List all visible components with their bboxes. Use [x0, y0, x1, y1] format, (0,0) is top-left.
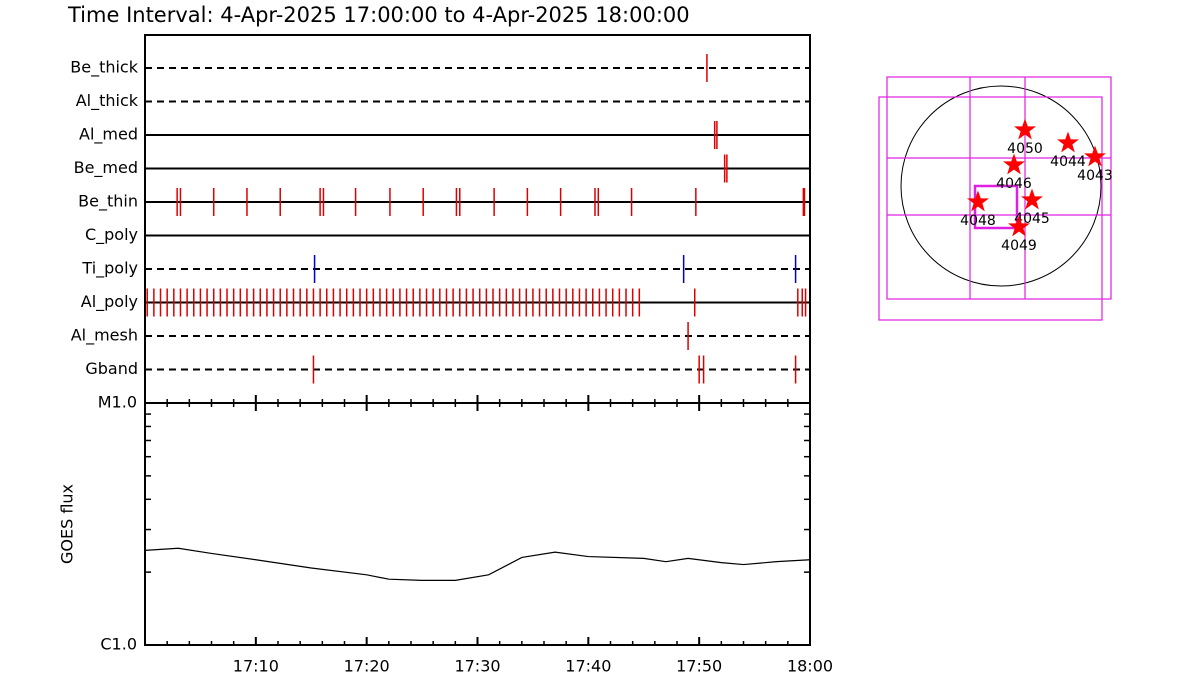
region-star [1084, 145, 1106, 167]
row-label: Be_med [74, 158, 138, 178]
row-label: Al_thick [76, 91, 139, 111]
x-tick-label: 17:40 [565, 657, 611, 676]
x-tick-label: 17:30 [454, 657, 500, 676]
region-star [1021, 188, 1043, 210]
region-label: 4044 [1050, 154, 1086, 170]
fov-box [878, 96, 1103, 321]
x-tick-label: 17:10 [233, 657, 279, 676]
region-label: 4046 [996, 176, 1032, 192]
region-star [1003, 153, 1025, 175]
row-label: Al_mesh [71, 326, 138, 346]
row-label: C_poly [85, 225, 138, 245]
y-tick-label: M1.0 [98, 393, 137, 412]
row-label: Al_med [79, 125, 138, 145]
row-label: Ti_poly [81, 259, 138, 279]
region-label: 4045 [1014, 211, 1050, 227]
solar-disk [900, 85, 1102, 287]
x-tick-label: 18:00 [787, 657, 833, 676]
row-label: Be_thin [78, 192, 138, 212]
region-star [1008, 215, 1030, 237]
fov-boxes [878, 76, 1112, 321]
region-label: 4048 [960, 213, 996, 229]
row-label: Al_poly [81, 292, 138, 312]
sun-map [878, 76, 1112, 321]
row-label: Gband [85, 359, 138, 378]
y-tick-label: C1.0 [100, 635, 137, 654]
region-label: 4050 [1007, 141, 1043, 157]
region-label: 4043 [1077, 168, 1113, 184]
y-axis-label: GOES flux [58, 484, 77, 564]
x-tick-label: 17:50 [676, 657, 722, 676]
region-star [967, 190, 989, 212]
row-label: Be_thick [70, 58, 138, 78]
x-tick-label: 17:20 [344, 657, 390, 676]
region-star [1057, 131, 1079, 153]
region-label: 4049 [1001, 238, 1037, 254]
chart-title: Time Interval: 4-Apr-2025 17:00:00 to 4-… [67, 3, 690, 27]
fov-box [886, 76, 1112, 300]
goes-line [144, 547, 811, 581]
region-star [1014, 118, 1036, 140]
